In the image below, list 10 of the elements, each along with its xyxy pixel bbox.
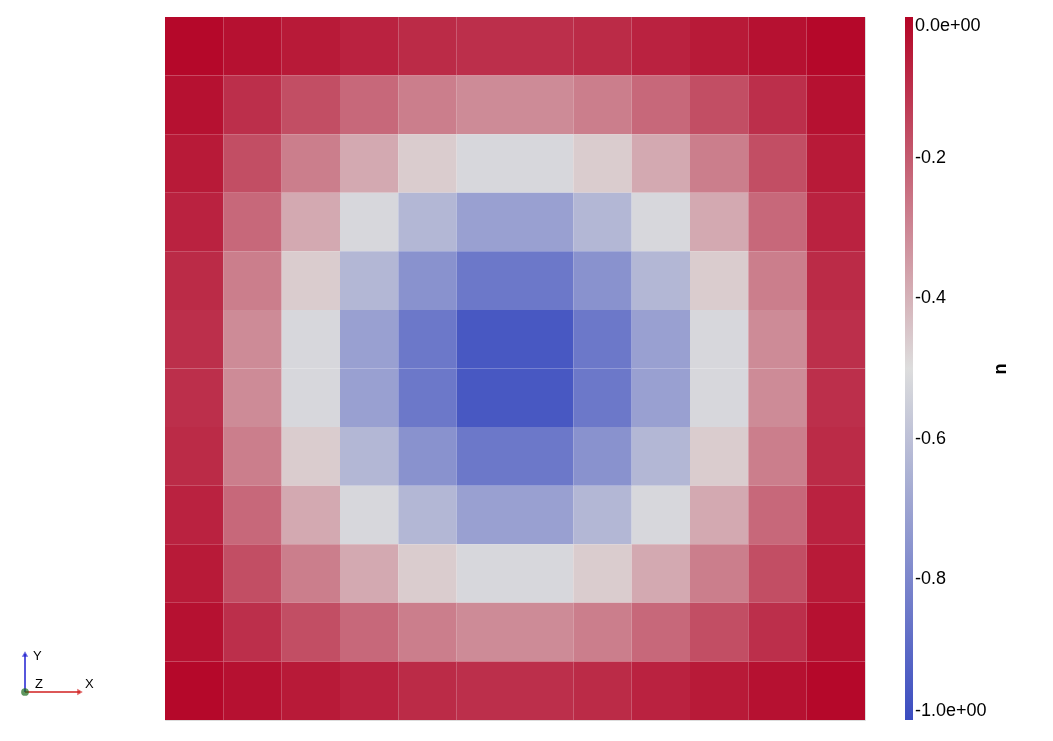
color-bar-label: -0.8 [915,568,947,589]
color-bar-label: -0.6 [915,427,947,448]
color-bar-label: -0.4 [915,287,947,308]
color-bar-label: 0.0e+00 [915,15,981,35]
text: Z [35,676,43,691]
color-bar-label: -1.0e+00 [915,700,987,720]
text: Y [33,648,42,663]
color-bar-label: -0.2 [915,146,947,167]
text: X [85,676,94,691]
color-bar-title: u [992,363,1012,375]
